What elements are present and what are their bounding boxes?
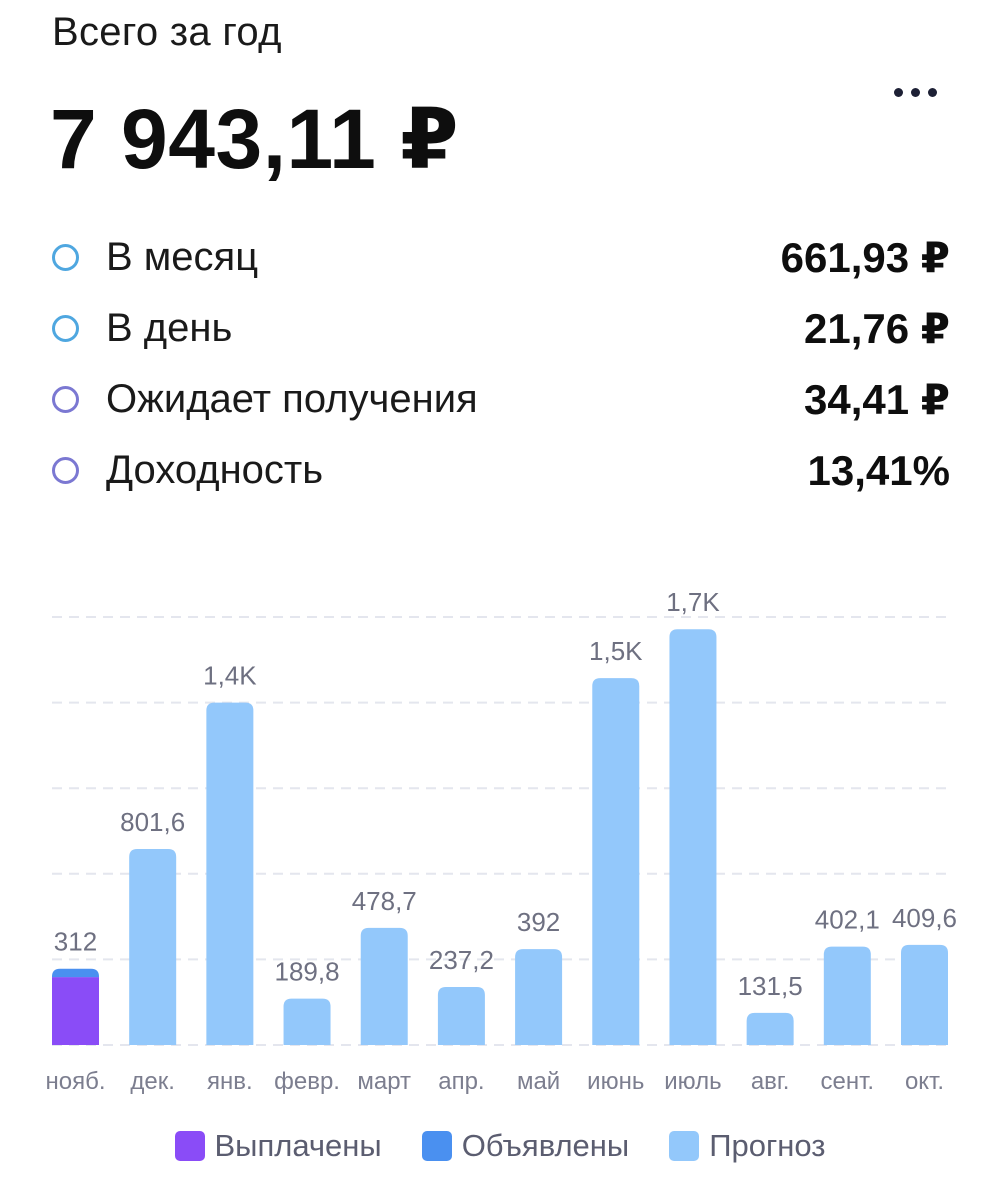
data-label: 478,7 — [352, 886, 417, 916]
bar-дек.-Прогноз[interactable] — [129, 848, 177, 1045]
x-tick-label: сент. — [821, 1068, 875, 1095]
stats-list: В месяц 661,93 ₽ В день 21,76 ₽ Ожидает … — [52, 222, 950, 506]
page-title: Всего за год — [52, 10, 282, 54]
legend-item-paid[interactable]: Выплачены — [174, 1128, 382, 1164]
stat-value: 34,41 ₽ — [804, 376, 950, 423]
data-label: 1,5K — [589, 636, 643, 666]
more-horizontal-icon — [910, 87, 920, 97]
chart-legend: Выплачены Объявлены Прогноз — [0, 1124, 1000, 1168]
stat-row-pending: Ожидает получения 34,41 ₽ — [52, 364, 950, 435]
stat-row-yield: Доходность 13,41% — [52, 435, 950, 506]
legend-label: Выплачены — [214, 1128, 382, 1163]
bar-нояб.-Объявлены[interactable] — [52, 968, 99, 978]
bar-нояб.-Выплачены[interactable] — [52, 977, 99, 1045]
bar-июнь-Прогноз[interactable] — [592, 678, 640, 1045]
data-label: 131,5 — [738, 971, 803, 1001]
stat-label: Ожидает получения — [106, 377, 478, 421]
data-label: 1,4K — [203, 661, 257, 691]
x-tick-label: июнь — [587, 1068, 644, 1095]
circle-icon — [52, 386, 79, 413]
bar-окт.-Прогноз[interactable] — [901, 944, 948, 1045]
x-tick-label: июль — [664, 1068, 721, 1095]
dividends-bar-chart: 312 нояб. 801,6 дек. 1,4K янв. 189,8 февр. 478,7… — [45, 587, 957, 1095]
x-tick-label: май — [517, 1068, 560, 1095]
stat-label: Доходность — [106, 448, 324, 492]
stat-label: В день — [106, 306, 233, 350]
circle-icon — [52, 457, 79, 484]
legend-swatch — [421, 1131, 452, 1161]
bar-июль-Прогноз[interactable] — [669, 629, 717, 1045]
legend-item-forecast[interactable]: Прогноз — [669, 1128, 825, 1164]
x-tick-label: апр. — [438, 1068, 484, 1095]
data-label: 189,8 — [275, 957, 340, 987]
circle-icon — [52, 244, 79, 271]
bar-авг.-Прогноз[interactable] — [746, 1012, 794, 1045]
x-tick-label: окт. — [905, 1068, 944, 1095]
more-horizontal-icon — [927, 87, 937, 97]
x-tick-label: февр. — [274, 1068, 340, 1095]
more-horizontal-icon — [893, 87, 903, 97]
bar-янв.-Прогноз[interactable] — [206, 702, 254, 1045]
data-label: 392 — [517, 907, 560, 937]
legend-swatch — [174, 1131, 205, 1161]
x-tick-label: дек. — [130, 1068, 175, 1095]
data-label: 312 — [54, 927, 97, 957]
more-button[interactable] — [880, 74, 950, 110]
legend-swatch — [669, 1131, 700, 1161]
bar-март-Прогноз[interactable] — [360, 927, 408, 1045]
data-label: 402,1 — [815, 905, 880, 935]
data-label: 409,6 — [892, 903, 957, 933]
legend-label: Прогноз — [709, 1128, 826, 1163]
stat-value: 661,93 ₽ — [780, 234, 950, 281]
legend-label: Объявлены — [461, 1128, 630, 1163]
x-tick-label: март — [357, 1068, 411, 1095]
x-tick-label: нояб. — [45, 1068, 105, 1095]
bar-сент.-Прогноз[interactable] — [823, 946, 871, 1045]
x-tick-label: янв. — [207, 1068, 253, 1095]
stat-label: В месяц — [106, 235, 259, 279]
stat-value: 13,41% — [807, 446, 950, 494]
data-label: 1,7K — [666, 587, 720, 617]
bar-февр.-Прогноз[interactable] — [283, 998, 331, 1045]
data-label: 801,6 — [120, 807, 185, 837]
bar-апр.-Прогноз[interactable] — [437, 986, 485, 1045]
data-label: 237,2 — [429, 945, 494, 975]
legend-item-announced[interactable]: Объявлены — [421, 1128, 630, 1164]
total-amount: 7 943,11 ₽ — [50, 92, 460, 186]
stat-row-month: В месяц 661,93 ₽ — [52, 222, 950, 293]
stat-row-day: В день 21,76 ₽ — [52, 293, 950, 364]
bar-май-Прогноз[interactable] — [515, 949, 563, 1045]
x-tick-label: авг. — [751, 1068, 790, 1095]
stat-value: 21,76 ₽ — [804, 305, 950, 352]
circle-icon — [52, 315, 79, 342]
